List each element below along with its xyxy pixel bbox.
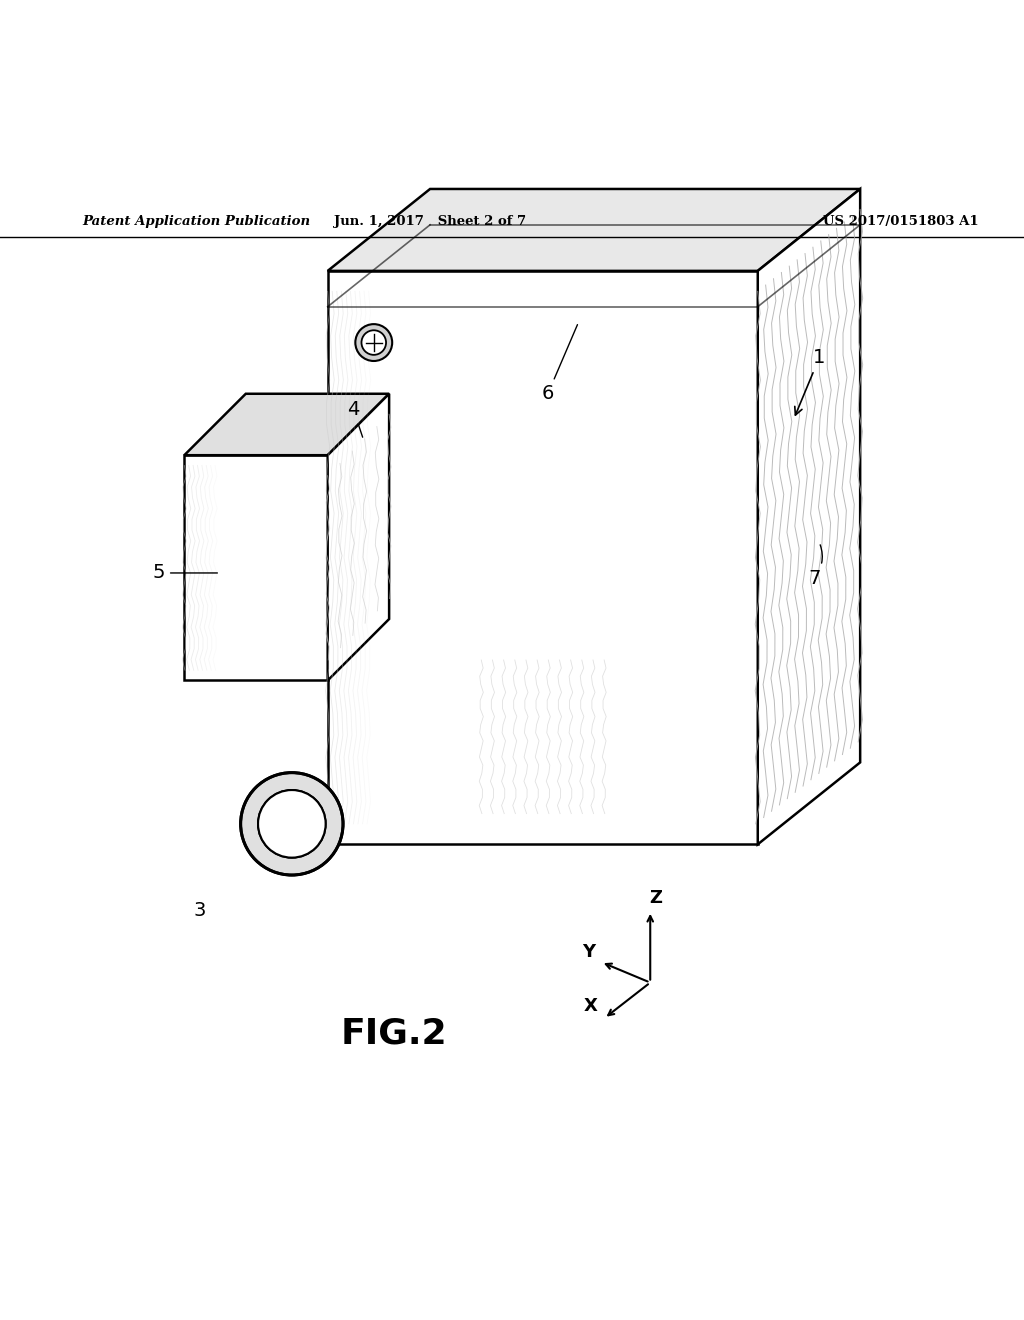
Text: US 2017/0151803 A1: US 2017/0151803 A1: [823, 215, 979, 228]
Polygon shape: [758, 189, 860, 845]
Text: Z: Z: [649, 888, 662, 907]
Text: 7: 7: [808, 545, 822, 587]
Circle shape: [241, 772, 343, 875]
Text: 4: 4: [347, 400, 362, 437]
Text: FIG.2: FIG.2: [341, 1016, 447, 1051]
Circle shape: [361, 330, 386, 355]
Text: Patent Application Publication: Patent Application Publication: [82, 215, 310, 228]
Text: 3: 3: [194, 902, 206, 920]
Polygon shape: [184, 393, 389, 455]
Polygon shape: [328, 393, 389, 681]
Circle shape: [355, 325, 392, 360]
Text: Jun. 1, 2017   Sheet 2 of 7: Jun. 1, 2017 Sheet 2 of 7: [334, 215, 526, 228]
Polygon shape: [184, 455, 328, 681]
Text: 5: 5: [153, 564, 217, 582]
Polygon shape: [328, 271, 758, 845]
Text: X: X: [584, 997, 598, 1015]
Text: 6: 6: [542, 325, 578, 404]
Text: Y: Y: [583, 942, 595, 961]
Polygon shape: [328, 189, 860, 271]
Circle shape: [258, 791, 326, 858]
Text: 1: 1: [795, 348, 825, 414]
